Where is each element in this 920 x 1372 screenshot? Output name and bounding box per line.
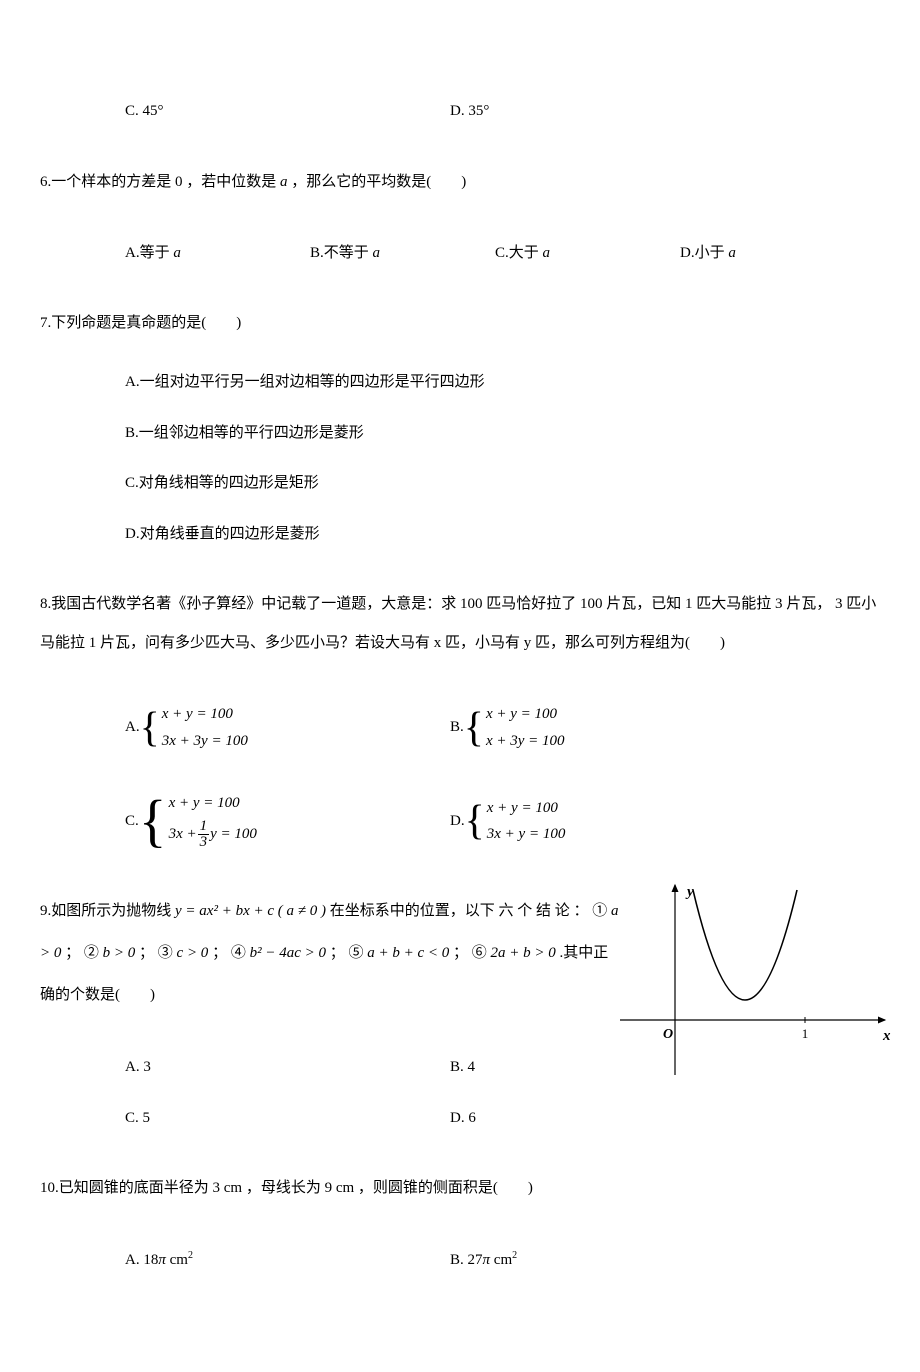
q10-b-sup: 2 (512, 1250, 517, 1261)
q9-t2b: ； ② (61, 945, 102, 961)
q10-b-pre: B. 27 (450, 1252, 483, 1268)
brace-icon: { (465, 797, 485, 846)
q8-a-label: A. (125, 716, 140, 739)
q6-d-pre: D.小于 (680, 245, 728, 261)
q8-option-c: C. { x + y = 100 3x + 1 3 y = 100 (125, 792, 450, 850)
q8-d-eq1: x + y = 100 (487, 797, 566, 820)
q9-option-a: A. 3 (125, 1056, 450, 1079)
q8-a-eq2: 3x + 3y = 100 (162, 730, 248, 753)
q8-c-eq1: x + y = 100 (169, 792, 257, 815)
q7-stem: 7.下列命题是真命题的是( ) (40, 304, 880, 343)
tick-1-label: 1 (802, 1026, 809, 1041)
q9-cond2: b > 0 (103, 945, 136, 961)
q8-c-eq2-post: y = 100 (210, 823, 257, 846)
q8-d-label: D. (450, 810, 465, 833)
q6-b-var: a (373, 245, 381, 261)
q10-stem: 10.已知圆锥的底面半径为 3 cm ，母线长为 9 cm ，则圆锥的侧面积是(… (40, 1169, 880, 1208)
x-axis-label: x (882, 1028, 891, 1044)
q8-c-system: { x + y = 100 3x + 1 3 y = 100 (139, 792, 257, 850)
q9-equation: y = ax² + bx + c ( a ≠ 0 ) (175, 903, 326, 919)
q10-option-a: A. 18π cm2 (125, 1248, 450, 1272)
q10-a-sup: 2 (188, 1250, 193, 1261)
parabola-curve (693, 890, 797, 1000)
frac-num: 1 (198, 819, 210, 835)
brace-icon: { (139, 792, 167, 850)
q6-a-pre: A.等于 (125, 245, 173, 261)
exam-page: C. 45° D. 35° 6.一个样本的方差是 0 ，若中位数是 a ，那么它… (0, 0, 920, 1372)
q8-c-eq2-pre: 3x + (169, 823, 197, 846)
q8-d-system: { x + y = 100 3x + y = 100 (465, 797, 566, 846)
q10-option-b: B. 27π cm2 (450, 1248, 750, 1272)
q9-block: 9.如图所示为抛物线 y = ax² + bx + c ( a ≠ 0 ) 在坐… (40, 890, 880, 1016)
pi-symbol: π (158, 1252, 166, 1268)
q7-option-c: C.对角线相等的四边形是矩形 (125, 472, 880, 495)
q8-options-row1: A. { x + y = 100 3x + 3y = 100 B. { x + … (125, 703, 880, 752)
y-axis-label: y (685, 884, 694, 900)
q6-options-row: A.等于 a B.不等于 a C.大于 a D.小于 a (125, 242, 880, 265)
fraction-one-third: 1 3 (198, 819, 210, 850)
q8-option-b: B. { x + y = 100 x + 3y = 100 (450, 703, 750, 752)
brace-icon: { (464, 703, 484, 752)
q10-a-unit: cm (166, 1252, 188, 1268)
origin-label: O (663, 1027, 673, 1042)
q9-cond3: c > 0 (177, 945, 209, 961)
q6-b-pre: B.不等于 (310, 245, 373, 261)
q6-stem-post: ，那么它的平均数是( ) (288, 174, 467, 190)
q7-options: A.一组对边平行另一组对边相等的四边形是平行四边形 B.一组邻边相等的平行四边形… (125, 371, 880, 545)
q10-options-row: A. 18π cm2 B. 27π cm2 (125, 1248, 880, 1272)
q9-t2a: 六 个 结 论 ： ① (499, 903, 612, 919)
q8-option-d: D. { x + y = 100 3x + y = 100 (450, 797, 750, 846)
q6-c-pre: C.大于 (495, 245, 543, 261)
q9-t3a: ； ⑥ (449, 945, 490, 961)
q5-option-d: D. 35° (450, 100, 750, 123)
q9-option-c: C. 5 (125, 1107, 450, 1130)
q9-t2c: ； ③ (135, 945, 176, 961)
q8-c-label: C. (125, 810, 139, 833)
q8-option-a: A. { x + y = 100 3x + 3y = 100 (125, 703, 450, 752)
q8-b-label: B. (450, 716, 464, 739)
q10-b-unit: cm (490, 1252, 512, 1268)
q6-var-a: a (280, 174, 288, 190)
q9-stem-p1: 9.如图所示为抛物线 (40, 903, 175, 919)
q6-option-a: A.等于 a (125, 242, 310, 265)
q7-option-b: B.一组邻边相等的平行四边形是菱形 (125, 422, 880, 445)
q6-option-c: C.大于 a (495, 242, 680, 265)
q9-t2d: ； ④ (208, 945, 249, 961)
q5-options-row: C. 45° D. 35° (125, 100, 880, 123)
parabola-graph: 1 O x y (615, 880, 895, 1080)
q9-options-row2: C. 5 D. 6 (125, 1107, 880, 1130)
q9-stem: 9.如图所示为抛物线 y = ax² + bx + c ( a ≠ 0 ) 在坐… (40, 890, 620, 1016)
q9-cond4: b² − 4ac > 0 (250, 945, 326, 961)
q5-option-c: C. 45° (125, 100, 450, 123)
q8-d-eq2: 3x + y = 100 (487, 823, 566, 846)
q6-stem: 6.一个样本的方差是 0 ，若中位数是 a ，那么它的平均数是( ) (40, 163, 880, 202)
q6-option-b: B.不等于 a (310, 242, 495, 265)
q9-t2e: ； ⑤ (326, 945, 364, 961)
q9-stem-p2: 在坐标系中的位置，以下 (326, 903, 495, 919)
q6-c-var: a (543, 245, 551, 261)
brace-icon: { (140, 703, 160, 752)
q6-stem-pre: 6.一个样本的方差是 0 ，若中位数是 (40, 174, 280, 190)
q7-option-a: A.一组对边平行另一组对边相等的四边形是平行四边形 (125, 371, 880, 394)
q8-b-system: { x + y = 100 x + 3y = 100 (464, 703, 565, 752)
q7-option-d: D.对角线垂直的四边形是菱形 (125, 523, 880, 546)
q8-b-eq2: x + 3y = 100 (486, 730, 565, 753)
q6-a-var: a (173, 245, 181, 261)
frac-den: 3 (198, 835, 210, 850)
q8-a-system: { x + y = 100 3x + 3y = 100 (140, 703, 248, 752)
q8-options-row2: C. { x + y = 100 3x + 1 3 y = 100 (125, 792, 880, 850)
q6-d-var: a (728, 245, 736, 261)
q8-b-eq1: x + y = 100 (486, 703, 565, 726)
q8-a-eq1: x + y = 100 (162, 703, 248, 726)
q9-option-d: D. 6 (450, 1107, 750, 1130)
q10-a-pre: A. 18 (125, 1252, 158, 1268)
q8-stem: 8.我国古代数学名著《孙子算经》中记载了一道题，大意是：求 100 匹马恰好拉了… (40, 585, 880, 663)
q6-option-d: D.小于 a (680, 242, 865, 265)
pi-symbol: π (483, 1252, 491, 1268)
q9-cond5: a + b + c < 0 (367, 945, 449, 961)
q8-c-eq2: 3x + 1 3 y = 100 (169, 819, 257, 850)
q9-cond6: 2a + b > 0 (491, 945, 556, 961)
